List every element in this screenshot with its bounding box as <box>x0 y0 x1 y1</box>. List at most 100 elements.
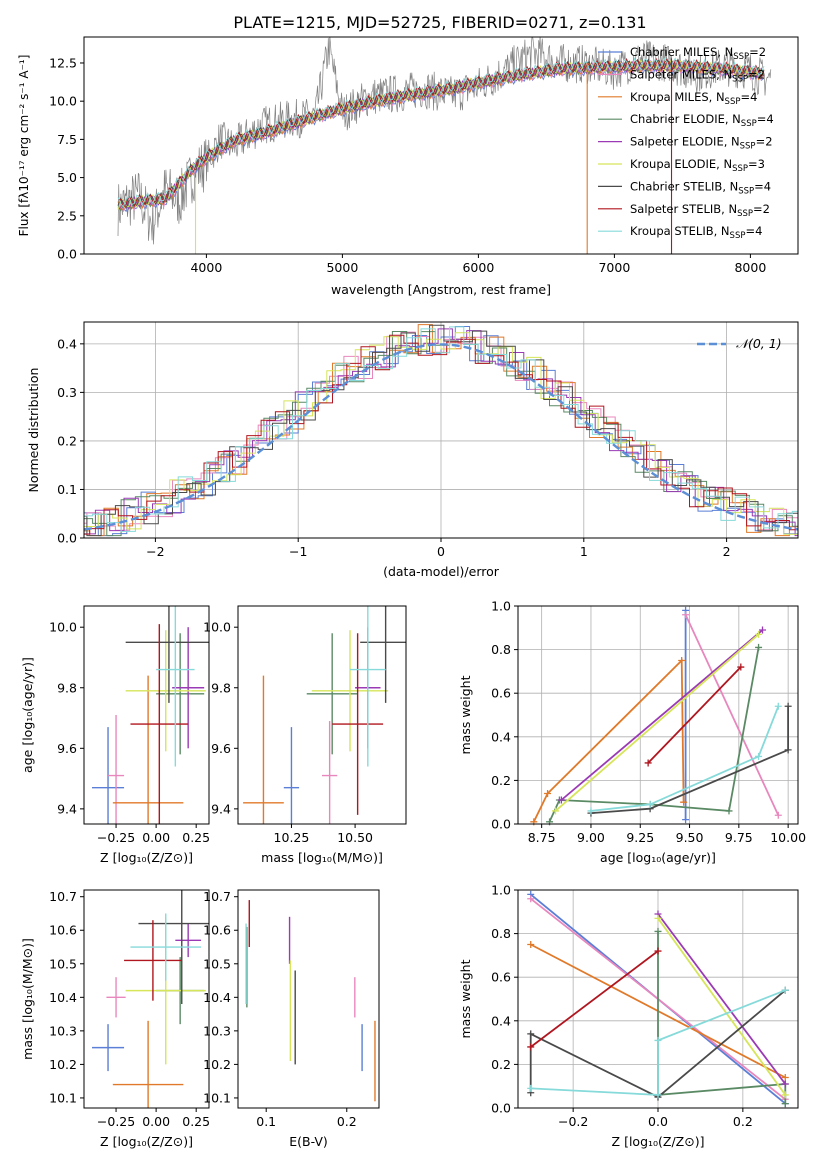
weight-marker <box>781 1073 789 1081</box>
legend-subscript: SSP <box>732 164 748 174</box>
legend-label: Salpeter ELODIE, NSSP=2 <box>630 135 773 152</box>
weight-line <box>647 666 742 764</box>
weight-marker <box>527 1043 535 1051</box>
legend-suffix: =4 <box>754 179 771 193</box>
errorbar-point <box>175 923 201 958</box>
legend-label: Kroupa ELODIE, NSSP=3 <box>630 157 765 174</box>
x-tick-label: 1 <box>580 544 588 559</box>
y-axis-label: mass weight <box>458 675 473 754</box>
weight-marker <box>774 811 782 819</box>
residuals-panel: −2 −1 0 1 2 0.0 0.1 0.2 0.3 0.4 (data-model)/error… <box>26 321 799 579</box>
errorbar-point <box>172 627 205 749</box>
y-tick-label: 9.4 <box>57 801 77 816</box>
y-tick-label: 0.8 <box>491 926 511 941</box>
model-spectrum-line <box>117 57 765 208</box>
legend-subscript: SSP <box>732 74 748 84</box>
axes-frame <box>517 605 799 825</box>
legend-label: Chabrier STELIB, NSSP=4 <box>630 179 771 196</box>
weight-line <box>657 931 787 1104</box>
errorbar-point <box>125 630 206 752</box>
y-tick-label: 9.4 <box>211 801 231 816</box>
y-tick-label: 10.1 <box>203 1090 231 1105</box>
x-tick-label: 9.75 <box>725 830 753 845</box>
errorbar-point <box>243 675 284 824</box>
y-tick-label: 10.6 <box>203 923 231 938</box>
weight-series <box>551 630 763 815</box>
x-tick-label: 0.2 <box>733 1114 753 1129</box>
errorbar-point <box>311 630 389 752</box>
x-tick-label: −0.25 <box>97 1114 135 1129</box>
weight-marker <box>527 1030 535 1038</box>
x-axis-label: Z [log₁₀(Z/Z⊙)] <box>100 1134 193 1149</box>
legend-subscript: SSP <box>730 231 746 241</box>
y-tick-label: 0.0 <box>57 247 77 262</box>
weight-marker <box>557 796 565 804</box>
legend-label: 𝒩(0, 1) <box>736 336 782 351</box>
legend-label: Chabrier ELODIE, NSSP=4 <box>630 112 774 129</box>
weight-vs-age-panel: 8.75 9.00 9.25 9.50 9.75 10.00 0.0 0.2 0.4 0.6 0.8… <box>458 599 806 866</box>
weight-series <box>527 986 789 1099</box>
y-tick-label: 0.0 <box>491 817 511 832</box>
y-tick-label: 10.7 <box>203 889 231 904</box>
errorbar-plot-area <box>243 606 406 824</box>
model-spectrum-line <box>117 58 765 210</box>
y-tick-label: 9.6 <box>57 741 77 756</box>
weight-marker <box>527 1084 535 1092</box>
weight-marker <box>781 1080 789 1088</box>
x-axis-label: (data-model)/error <box>383 564 500 579</box>
x-axis-label: Z [log₁₀(Z/Z⊙)] <box>612 1134 705 1149</box>
errorbar-point <box>306 633 358 755</box>
weight-line <box>532 658 685 823</box>
weight-line <box>684 614 780 816</box>
weight-line <box>554 633 760 812</box>
y-tick-label: 10.5 <box>203 956 231 971</box>
legend-label: Salpeter STELIB, NSSP=2 <box>630 202 770 219</box>
weight-series <box>654 927 789 1108</box>
y-tick-label: 1.0 <box>491 883 511 898</box>
weight-marker <box>725 807 733 815</box>
errorbar-plot-area <box>245 900 376 1102</box>
y-tick-label: 0.3 <box>57 385 77 400</box>
legend-subscript: SSP <box>738 186 754 196</box>
axes-frame <box>83 36 799 255</box>
legend-suffix: =2 <box>753 202 770 216</box>
legend-label: Kroupa STELIB, NSSP=4 <box>630 224 762 241</box>
model-spectrum-line <box>117 57 765 208</box>
y-tick-label: 0.6 <box>491 686 511 701</box>
y-axis-label: mass [log₁₀(M/M⊙)] <box>20 938 35 1060</box>
spectrum-panel: 4000 5000 6000 7000 8000 0.0 2.5 5.0 7.5 10.0 12.5… <box>17 36 799 297</box>
x-tick-label: 9.50 <box>676 830 704 845</box>
y-tick-label: 0.0 <box>491 1101 511 1116</box>
y-tick-label: 0.2 <box>57 433 77 448</box>
errorbar-point <box>92 1024 125 1072</box>
x-tick-label: 8000 <box>734 260 766 275</box>
errorbar-point <box>156 606 195 767</box>
weight-marker <box>755 630 763 638</box>
x-axis-label: E(B-V) <box>289 1134 328 1149</box>
y-tick-label: 0.0 <box>57 531 77 546</box>
weight-marker <box>781 986 789 994</box>
y-tick-label: 10.3 <box>203 1023 231 1038</box>
legend-label: Salpeter MILES, NSSP=2 <box>630 67 765 84</box>
legend-suffix: =2 <box>748 67 765 81</box>
legend-subscript: SSP <box>733 52 749 62</box>
x-tick-label: 8.75 <box>528 830 556 845</box>
weight-line <box>530 950 659 1048</box>
weight-marker <box>654 1036 662 1044</box>
x-axis-label: Z [log₁₀(Z/Z⊙)] <box>100 850 193 865</box>
weight-marker <box>682 816 690 824</box>
weight-marker <box>755 643 763 651</box>
errorbar-point <box>125 606 209 703</box>
y-axis-label: Normed distribution <box>26 368 41 493</box>
residual-histogram-step <box>84 326 798 532</box>
legend-subscript: SSP <box>737 209 753 219</box>
y-tick-label: 0.4 <box>57 336 77 351</box>
weight-line <box>590 706 789 814</box>
weight-series <box>546 643 763 826</box>
legend-label: Kroupa MILES, NSSP=4 <box>630 90 757 107</box>
weight-series <box>654 910 789 1088</box>
residual-histogram-step <box>84 324 798 537</box>
y-tick-label: 10.6 <box>49 923 77 938</box>
x-axis-label: wavelength [Angstrom, rest frame] <box>331 282 551 297</box>
